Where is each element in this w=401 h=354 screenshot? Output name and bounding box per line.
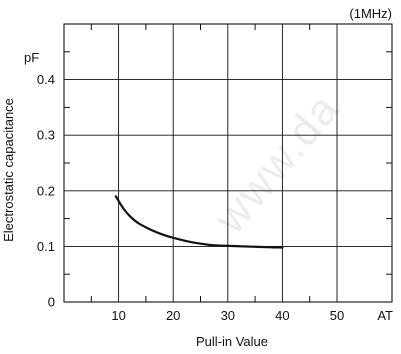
x-tick-label: 40 xyxy=(275,308,289,323)
y-tick-label: 0.1 xyxy=(37,239,55,254)
capacitance-curve xyxy=(114,195,284,249)
watermark: www.da xyxy=(204,84,349,243)
tick-layer: 10 20 30 40 50 0 0.1 0.2 0.3 0.4 xyxy=(37,24,392,323)
x-tick-label: 30 xyxy=(221,308,235,323)
y-unit-label: pF xyxy=(24,50,39,65)
y-axis-title: Electrostatic capacitance xyxy=(1,98,16,242)
grid-layer xyxy=(63,23,393,303)
x-axis-title: Pull-in Value xyxy=(196,334,268,349)
frequency-annotation: (1MHz) xyxy=(349,6,392,21)
y-tick-label: 0 xyxy=(48,295,55,310)
x-unit-label: AT xyxy=(377,308,393,323)
y-tick-label: 0.3 xyxy=(37,128,55,143)
x-tick-label: 10 xyxy=(111,308,125,323)
y-tick-label: 0.2 xyxy=(37,183,55,198)
x-tick-label: 50 xyxy=(330,308,344,323)
x-tick-label: 20 xyxy=(166,308,180,323)
label-layer: www.da (1MHz) pF AT Pull-in Value Electr… xyxy=(1,6,393,349)
y-tick-label: 0.4 xyxy=(37,72,55,87)
series-layer xyxy=(114,195,284,249)
